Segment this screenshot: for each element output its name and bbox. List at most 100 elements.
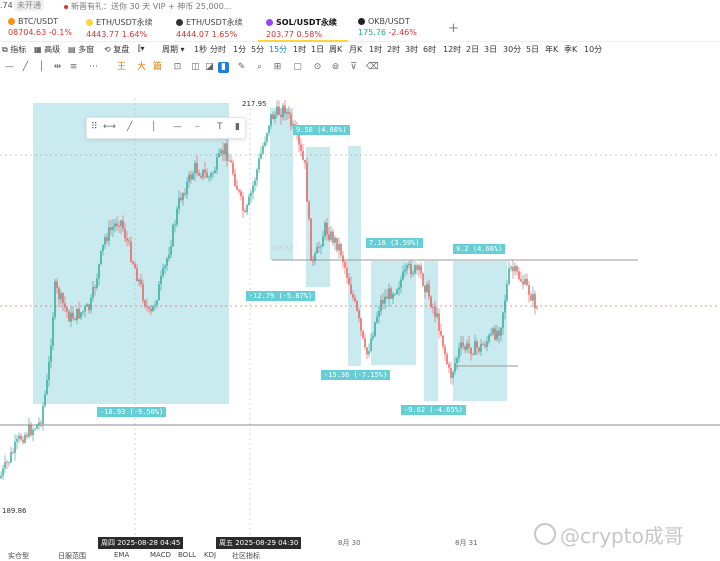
prediction-icon[interactable]: ◪: [205, 62, 214, 72]
period-button[interactable]: 周期 ▾: [162, 45, 185, 54]
candle-body: [530, 294, 532, 301]
measure-box-6[interactable]: [424, 261, 438, 401]
text-tool-icon[interactable]: T: [217, 122, 223, 132]
indicator-item[interactable]: 日服范围: [58, 552, 86, 560]
bookmark-icon[interactable]: ▮: [218, 62, 229, 73]
interval-15m[interactable]: 15分: [269, 45, 288, 54]
interval-2d[interactable]: 2日: [466, 45, 480, 54]
pencil-icon[interactable]: ✎: [237, 62, 246, 72]
indicator-macd[interactable]: MACD: [150, 551, 171, 559]
time-highlight-2: 周五 2025-08-29 04:30: [216, 537, 302, 549]
line-tool-icon[interactable]: ⟷: [103, 122, 116, 132]
candle-body: [366, 347, 368, 355]
diagonal-tool-icon[interactable]: ╱: [127, 122, 133, 132]
measure-box-7[interactable]: [453, 261, 507, 401]
interval-timeline[interactable]: 分时: [210, 45, 226, 54]
interval-12h[interactable]: 12时: [443, 45, 462, 54]
advanced-button[interactable]: ▦ 高级: [34, 45, 61, 54]
floating-draw-toolbar[interactable]: ⠿ ⟷ ╱ │ — ⎯ T ▮: [86, 117, 246, 139]
interval-3h[interactable]: 3时: [405, 45, 419, 54]
candle-body: [438, 313, 440, 332]
measure-box-4[interactable]: [348, 146, 361, 366]
interval-1m[interactable]: 1分: [233, 45, 247, 54]
interval-quarter[interactable]: 季K: [564, 45, 578, 54]
measure-box-3[interactable]: [306, 147, 330, 287]
interval-5d[interactable]: 5日: [526, 45, 540, 54]
interval-1h-b[interactable]: 1时: [369, 45, 383, 54]
chart-type-icon[interactable]: ⫿▾: [138, 44, 145, 53]
brush-icon[interactable]: 篇: [152, 62, 162, 72]
promo-banner[interactable]: 新晋有礼：送你 30 天 VIP + 神币 25,000...: [64, 1, 231, 12]
fib-icon[interactable]: 王: [116, 62, 126, 72]
add-tab-icon[interactable]: +: [448, 21, 459, 36]
price-chart[interactable]: ⠿ ⟷ ╱ │ — ⎯ T ▮ 9.58 (4.66%) -12.79 (-5.…: [0, 78, 720, 538]
tab-okb-usdt[interactable]: OKB/USDT 175.76 -2.46%: [350, 14, 440, 42]
candle-body: [90, 297, 92, 311]
interval-5m[interactable]: 5分: [251, 45, 265, 54]
tab-eth-usdt-perp[interactable]: ETH/USDT永续 4443.77 1.64%: [78, 14, 166, 42]
text-icon[interactable]: 大: [136, 62, 146, 72]
channel-icon[interactable]: ≡: [69, 62, 78, 72]
candle-body: [230, 160, 232, 163]
candle-body: [514, 266, 516, 272]
indicator-ema[interactable]: EMA: [114, 551, 130, 559]
candlestick-svg[interactable]: [0, 78, 720, 538]
magnet-icon[interactable]: ⊚: [331, 62, 340, 72]
drag-handle-icon[interactable]: ⠿: [91, 122, 98, 132]
indicator-kdj[interactable]: KDJ: [204, 551, 217, 559]
candle-body: [164, 265, 166, 269]
candle-body: [48, 361, 50, 380]
measure-box-5[interactable]: [371, 261, 416, 365]
tab-btc-usdt[interactable]: BTC/USDT 08704.63 -0.1%: [0, 14, 86, 42]
interval-1h[interactable]: 1时: [293, 45, 307, 54]
interval-year[interactable]: 年K: [545, 45, 559, 54]
multi-window-button[interactable]: ▤ 多窗: [68, 45, 95, 54]
faint-price-label: 206.57: [272, 245, 293, 252]
more-icon[interactable]: ⋯: [89, 62, 98, 72]
interval-30m[interactable]: 30分: [503, 45, 522, 54]
time-tick-aug30: 8月 30: [338, 539, 361, 547]
tab-eth-usdt-perp-2[interactable]: ETH/USDT永续 4444.07 1.65%: [168, 14, 258, 42]
ruler-icon[interactable]: ⌕: [256, 62, 263, 72]
vertical-line-icon[interactable]: │: [38, 62, 45, 72]
horizontal-tool-icon[interactable]: —: [173, 122, 182, 132]
candle-body: [512, 266, 514, 272]
candle-body: [100, 250, 102, 265]
indicator-item[interactable]: 实仓型: [8, 552, 29, 560]
vertical-tool-icon[interactable]: │: [151, 122, 157, 132]
candle-body: [58, 288, 60, 300]
camera-icon[interactable]: ⊙: [313, 62, 322, 72]
horizontal-line-icon[interactable]: —: [5, 62, 14, 72]
pattern-icon[interactable]: ⊡: [173, 62, 182, 72]
filter-icon[interactable]: ⊽: [350, 62, 357, 72]
candle-body: [490, 333, 492, 336]
trash-icon[interactable]: ⌫: [366, 62, 379, 72]
interval-10m[interactable]: 10分: [584, 45, 603, 54]
account-tag[interactable]: 未开通: [14, 0, 44, 11]
replay-button[interactable]: ⟲ 复盘: [104, 45, 130, 54]
interval-month[interactable]: 月K: [349, 45, 363, 54]
tab-sol-usdt-perp[interactable]: SOL/USDT永续 203.77 0.58%: [258, 14, 348, 42]
candle-body: [182, 193, 184, 201]
candle-body: [264, 141, 266, 146]
candle-body: [500, 327, 502, 336]
interval-3d[interactable]: 3日: [484, 45, 498, 54]
candle-body: [408, 264, 410, 266]
ray-tool-icon[interactable]: ⎯: [195, 122, 200, 132]
interval-2h[interactable]: 2时: [387, 45, 401, 54]
trend-line-icon[interactable]: ╱: [22, 62, 29, 72]
indicator-button[interactable]: ⧉ 指标: [2, 45, 27, 54]
interval-week[interactable]: 周K: [329, 45, 343, 54]
interval-1s[interactable]: 1秒: [194, 45, 208, 54]
note-icon[interactable]: ⊞: [273, 62, 282, 72]
indicator-boll[interactable]: BOLL: [178, 551, 196, 559]
indicator-community[interactable]: 社区指标: [232, 552, 260, 560]
clipboard-icon[interactable]: ▢: [293, 62, 302, 72]
interval-1d[interactable]: 1日: [311, 45, 325, 54]
ray-icon[interactable]: ⇹: [53, 62, 62, 72]
candle-body: [380, 299, 382, 311]
measure-icon[interactable]: ◫: [191, 62, 200, 72]
measure-box-2[interactable]: [270, 108, 293, 260]
lock-icon[interactable]: ▮: [235, 122, 240, 132]
interval-6h[interactable]: 6时: [423, 45, 437, 54]
